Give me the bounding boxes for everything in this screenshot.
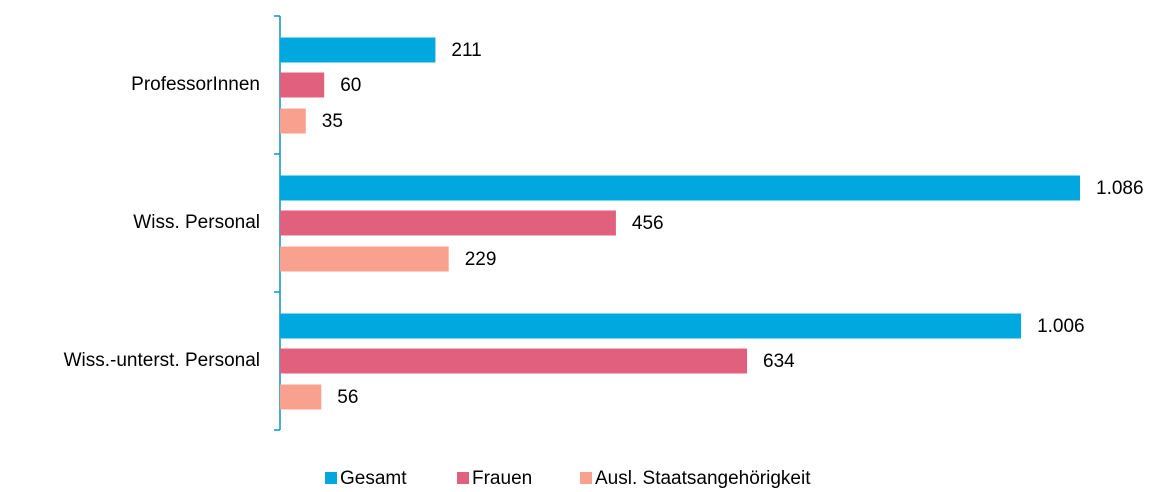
value-label: 229 (465, 249, 497, 270)
category-label: Wiss. Personal (133, 212, 260, 233)
category-label: Wiss.-unterst. Personal (64, 350, 260, 371)
bar (280, 37, 436, 63)
value-label: 211 (451, 40, 481, 61)
bar (280, 108, 306, 134)
bar (280, 175, 1080, 201)
value-label: 35 (322, 111, 343, 132)
legend-label: Gesamt (340, 468, 407, 489)
value-label: 1.006 (1037, 316, 1085, 337)
bar (280, 348, 748, 374)
legend-swatch (580, 472, 592, 484)
legend-label: Frauen (472, 468, 532, 489)
value-label: 634 (763, 351, 795, 372)
legend-label: Ausl. Staatsangehörigkeit (595, 468, 811, 489)
bar (280, 246, 449, 272)
legend-swatch (325, 472, 337, 484)
value-label: 456 (632, 213, 664, 234)
value-label: 56 (337, 387, 358, 408)
legend-swatch (457, 472, 469, 484)
category-label: ProfessorInnen (131, 74, 260, 95)
bar (280, 313, 1022, 339)
value-label: 60 (340, 75, 361, 96)
bar (280, 210, 616, 236)
bar (280, 384, 322, 410)
value-label: 1.086 (1096, 178, 1144, 199)
bar (280, 72, 325, 98)
